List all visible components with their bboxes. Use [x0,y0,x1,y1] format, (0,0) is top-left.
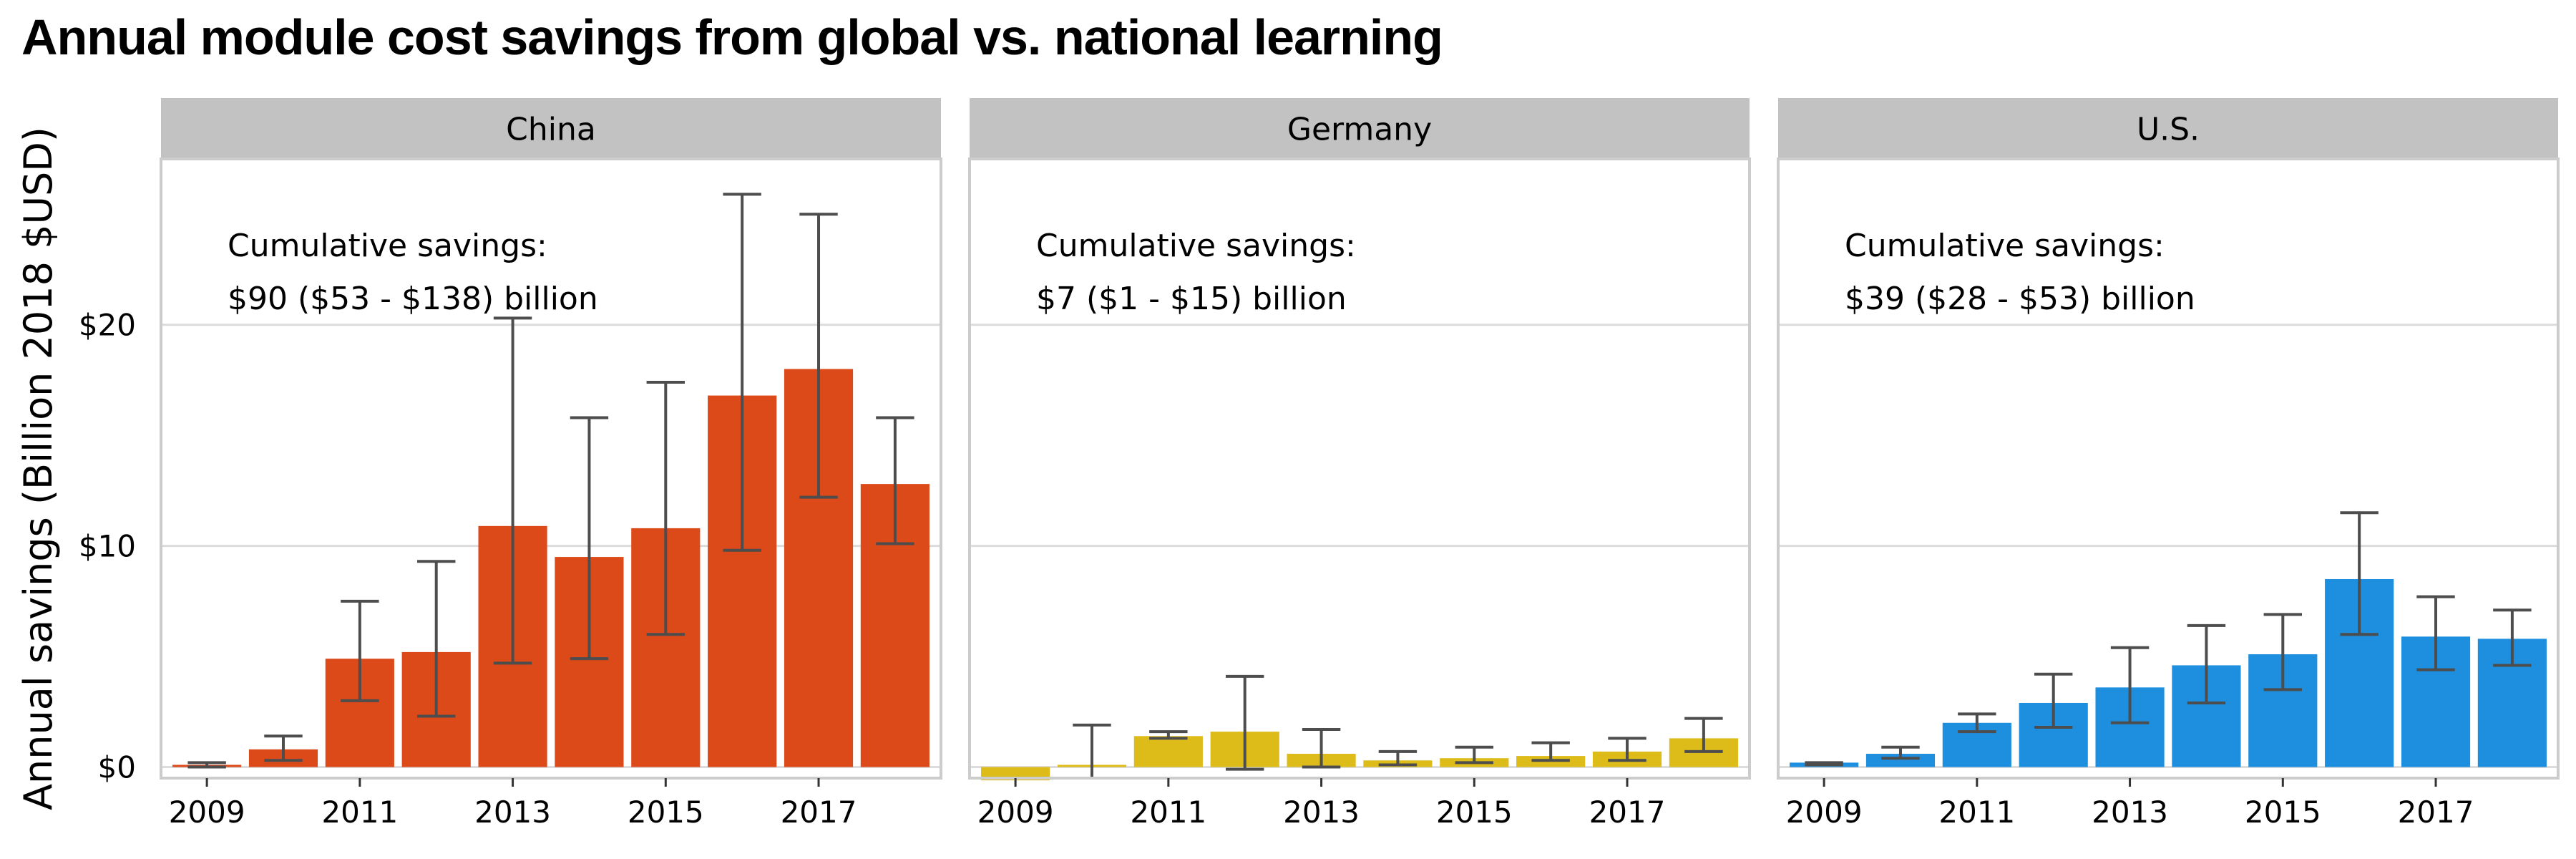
x-tick-label: 2017 [2398,795,2474,830]
bar-germany [1133,736,1203,767]
annotation-line2-us: $39 ($28 - $53) billion [1845,281,2195,317]
panel-background-germany [970,159,1750,778]
y-tick-label: $10 [79,529,136,564]
y-tick-label: $0 [98,750,136,785]
y-axis-title: Annual savings (Billion 2018 $USD) [16,127,61,810]
facet-label-germany: Germany [1287,112,1432,148]
annotation-line1-china: Cumulative savings: [228,228,547,264]
annotation-line1-us: Cumulative savings: [1845,228,2165,264]
panel-border-germany [968,157,1751,780]
x-tick-label: 2015 [628,795,704,830]
chart-title: Annual module cost savings from global v… [21,9,1443,65]
x-tick-label: 2011 [321,795,398,830]
x-tick-label: 2009 [977,795,1054,830]
panel-border-us [1777,157,2560,780]
x-tick-label: 2015 [2245,795,2321,830]
x-tick-label: 2017 [781,795,857,830]
facet-label-us: U.S. [2137,112,2200,148]
x-tick-label: 2011 [1130,795,1206,830]
annotation-line2-germany: $7 ($1 - $15) billion [1036,281,1347,317]
x-tick-label: 2015 [1436,795,1513,830]
x-tick-label: 2009 [1786,795,1863,830]
x-tick-label: 2013 [2092,795,2168,830]
x-tick-label: 2009 [169,795,245,830]
x-tick-label: 2017 [1589,795,1666,830]
x-tick-label: 2013 [474,795,551,830]
facet-strip-china [161,98,941,159]
annotation-line2-china: $90 ($53 - $138) billion [228,281,598,317]
annotation-line1-germany: Cumulative savings: [1036,228,1356,264]
facet-label-china: China [506,112,596,148]
x-tick-label: 2011 [1938,795,2015,830]
facet-strip-us [1778,98,2558,159]
x-tick-label: 2013 [1283,795,1360,830]
facet-strip-germany [970,98,1750,159]
panel-border-china [160,157,942,780]
y-tick-label: $20 [79,308,136,343]
